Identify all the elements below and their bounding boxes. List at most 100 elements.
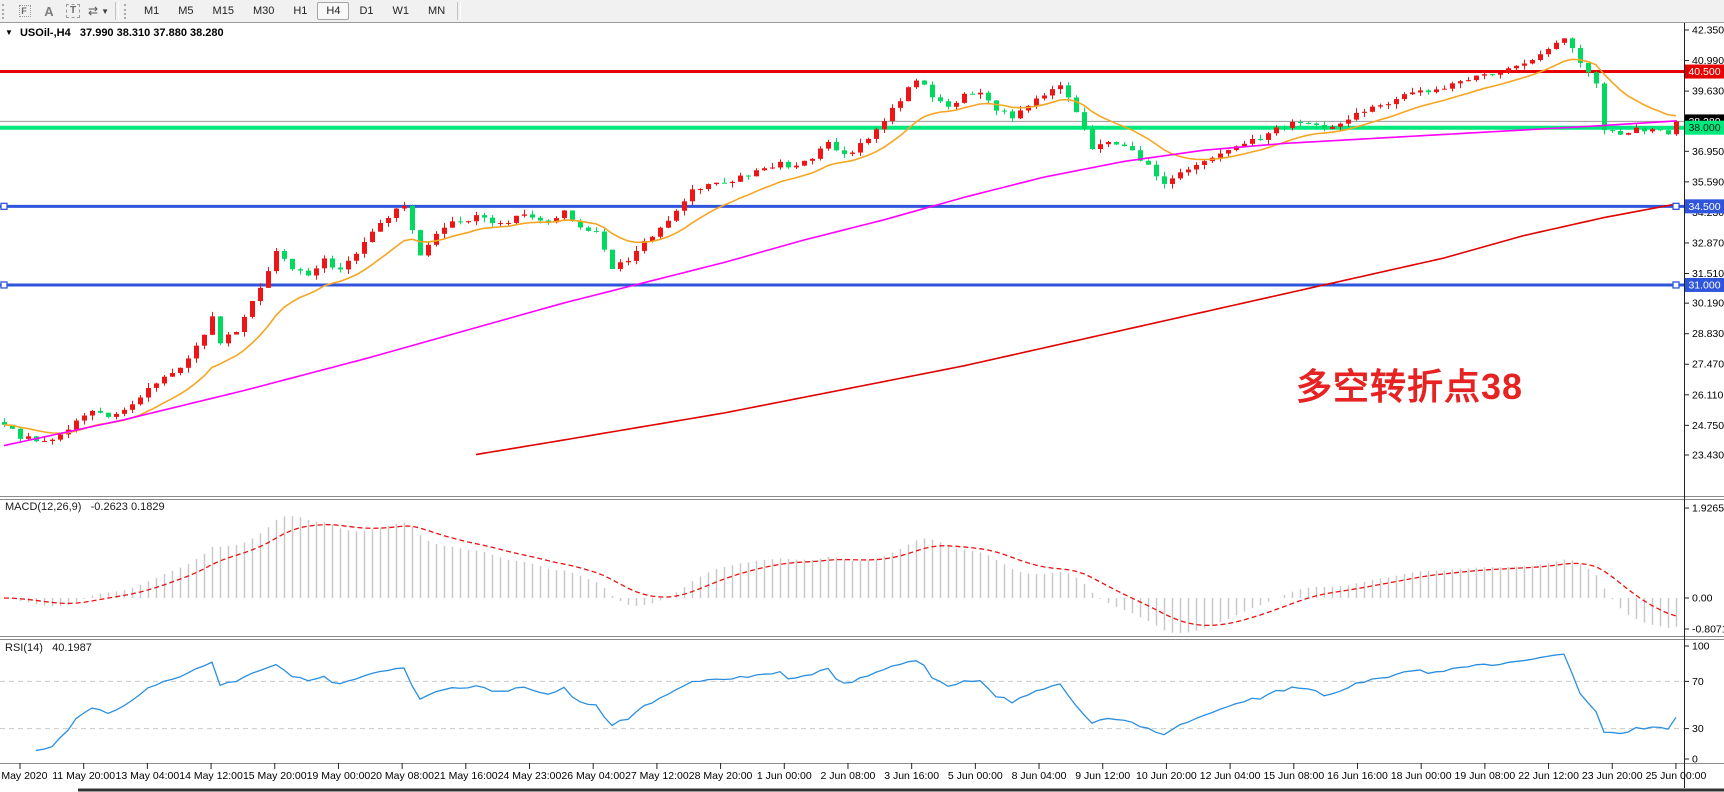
svg-text:28 May 20:00: 28 May 20:00	[689, 770, 753, 782]
boxed-t-icon: T	[65, 4, 81, 18]
svg-text:0.00: 0.00	[1692, 593, 1713, 605]
toolbar-drag-handle[interactable]	[2, 3, 11, 19]
tf-button-MN[interactable]: MN	[419, 2, 454, 20]
svg-text:24.750: 24.750	[1692, 420, 1724, 432]
tf-button-M15[interactable]: M15	[204, 2, 243, 20]
ohlc-values: 37.990 38.310 37.880 38.280	[79, 27, 224, 39]
svg-text:39.630: 39.630	[1692, 86, 1724, 98]
grid-f-tool-button[interactable]: F	[13, 2, 37, 21]
macd-values: -0.2623 0.1829	[90, 501, 165, 513]
svg-text:8 May 2020: 8 May 2020	[0, 770, 48, 782]
svg-text:42.350: 42.350	[1692, 25, 1724, 37]
svg-text:21 May 16:00: 21 May 16:00	[434, 770, 498, 782]
macd-panel[interactable]	[3, 516, 1678, 634]
hline-handle[interactable]	[0, 281, 8, 289]
svg-text:12 Jun 04:00: 12 Jun 04:00	[1200, 770, 1261, 782]
svg-text:36.950: 36.950	[1692, 146, 1724, 158]
hline-handle[interactable]	[0, 202, 8, 210]
chart-header: ▼ USOil-,H4 37.990 38.310 37.880 38.280	[5, 27, 224, 39]
svg-text:18 Jun 00:00: 18 Jun 00:00	[1391, 770, 1452, 782]
toolbar: F A T ⇄ ▼ M1 M5 M15 M30 H1 H4 D1 W1 MN	[0, 0, 1724, 23]
rsi-name: RSI(14)	[5, 642, 43, 654]
toolbar-separator	[457, 2, 462, 20]
svg-text:27.470: 27.470	[1692, 359, 1724, 371]
svg-text:26.110: 26.110	[1692, 389, 1723, 401]
svg-text:13 May 04:00: 13 May 04:00	[116, 770, 180, 782]
svg-text:19 Jun 08:00: 19 Jun 08:00	[1455, 770, 1516, 782]
tf-button-H4[interactable]: H4	[317, 2, 350, 20]
rsi-value: 40.1987	[52, 642, 92, 654]
svg-text:31.000: 31.000	[1688, 279, 1720, 291]
text-box-tool-button[interactable]: T	[61, 2, 85, 21]
macd-name: MACD(12,26,9)	[5, 501, 82, 513]
svg-text:30.190: 30.190	[1692, 298, 1724, 310]
tf-button-M30[interactable]: M30	[244, 2, 283, 20]
svg-text:15 Jun 08:00: 15 Jun 08:00	[1263, 770, 1324, 782]
svg-text:25 Jun 00:00: 25 Jun 00:00	[1646, 770, 1707, 782]
svg-text:15 May 20:00: 15 May 20:00	[243, 770, 307, 782]
price-scale[interactable]: 42.35040.99039.63038.28036.95035.59034.2…	[0, 25, 1724, 766]
letter-a-icon: A	[44, 3, 54, 19]
hline-handle[interactable]	[1672, 202, 1680, 210]
symbol-title: USOil-,H4	[19, 27, 71, 39]
rsi-indicator-label: RSI(14) 40.1987	[5, 642, 92, 654]
fast-ma	[3, 58, 1677, 434]
svg-text:23.430: 23.430	[1692, 450, 1724, 462]
hline-40.500-tag	[1685, 64, 1724, 79]
arrow-objects-button[interactable]: ⇄ ▼	[85, 2, 112, 21]
tf-button-M1[interactable]: M1	[135, 2, 168, 20]
hline-34.500-tag	[1685, 199, 1724, 214]
svg-text:8 Jun 04:00: 8 Jun 04:00	[1012, 770, 1067, 782]
macd-signal-line	[3, 523, 1677, 627]
main-price-panel[interactable]	[0, 37, 1684, 456]
timeframe-toolbar: M1 M5 M15 M30 H1 H4 D1 W1 MN	[135, 2, 454, 20]
tf-button-M5[interactable]: M5	[169, 2, 202, 20]
hline-38.000-tag	[1685, 120, 1724, 135]
svg-text:3 Jun 16:00: 3 Jun 16:00	[884, 770, 939, 782]
toolbar-separator	[114, 2, 119, 20]
grid-f-icon: F	[19, 5, 31, 17]
svg-text:34.500: 34.500	[1688, 201, 1720, 213]
svg-text:14 May 12:00: 14 May 12:00	[179, 770, 243, 782]
toolbar-drag-handle[interactable]	[123, 3, 133, 19]
svg-text:35.590: 35.590	[1692, 176, 1724, 188]
svg-text:28.830: 28.830	[1692, 328, 1724, 340]
svg-text:40.500: 40.500	[1688, 66, 1720, 78]
slow-ma	[475, 203, 1677, 456]
svg-text:31.510: 31.510	[1692, 268, 1724, 280]
rsi-panel[interactable]	[0, 653, 1684, 752]
tf-button-W1[interactable]: W1	[384, 2, 419, 20]
text-annotation[interactable]: 多空转折点38	[1296, 366, 1524, 407]
macd-indicator-label: MACD(12,26,9) -0.2623 0.1829	[5, 501, 165, 513]
rsi-line	[35, 653, 1677, 752]
svg-text:27 May 12:00: 27 May 12:00	[625, 770, 689, 782]
svg-text:20 May 08:00: 20 May 08:00	[370, 770, 434, 782]
tf-button-D1[interactable]: D1	[350, 2, 382, 20]
svg-text:26 May 04:00: 26 May 04:00	[561, 770, 625, 782]
svg-text:70: 70	[1692, 676, 1704, 688]
svg-text:2 Jun 08:00: 2 Jun 08:00	[821, 770, 876, 782]
tf-button-H1[interactable]: H1	[284, 2, 316, 20]
svg-text:0: 0	[1692, 754, 1698, 766]
svg-text:40.990: 40.990	[1692, 55, 1724, 67]
svg-text:11 May 20:00: 11 May 20:00	[52, 770, 115, 782]
svg-text:22 Jun 12:00: 22 Jun 12:00	[1518, 770, 1579, 782]
text-a-tool-button[interactable]: A	[37, 2, 61, 21]
svg-text:1.9265: 1.9265	[1692, 503, 1724, 515]
svg-text:38.000: 38.000	[1688, 122, 1720, 134]
svg-text:32.870: 32.870	[1692, 237, 1724, 249]
svg-text:5 Jun 00:00: 5 Jun 00:00	[948, 770, 1003, 782]
svg-text:9 Jun 12:00: 9 Jun 12:00	[1075, 770, 1130, 782]
svg-text:100: 100	[1692, 641, 1710, 653]
panel-frame	[0, 23, 1724, 792]
hline-31.000-tag	[1685, 277, 1724, 292]
symbol-dropdown-icon[interactable]: ▼	[5, 28, 13, 37]
caret-down-icon: ▼	[101, 6, 109, 16]
svg-text:1 Jun 00:00: 1 Jun 00:00	[757, 770, 812, 782]
svg-text:23 Jun 20:00: 23 Jun 20:00	[1582, 770, 1643, 782]
hline-handle[interactable]	[1672, 281, 1680, 289]
